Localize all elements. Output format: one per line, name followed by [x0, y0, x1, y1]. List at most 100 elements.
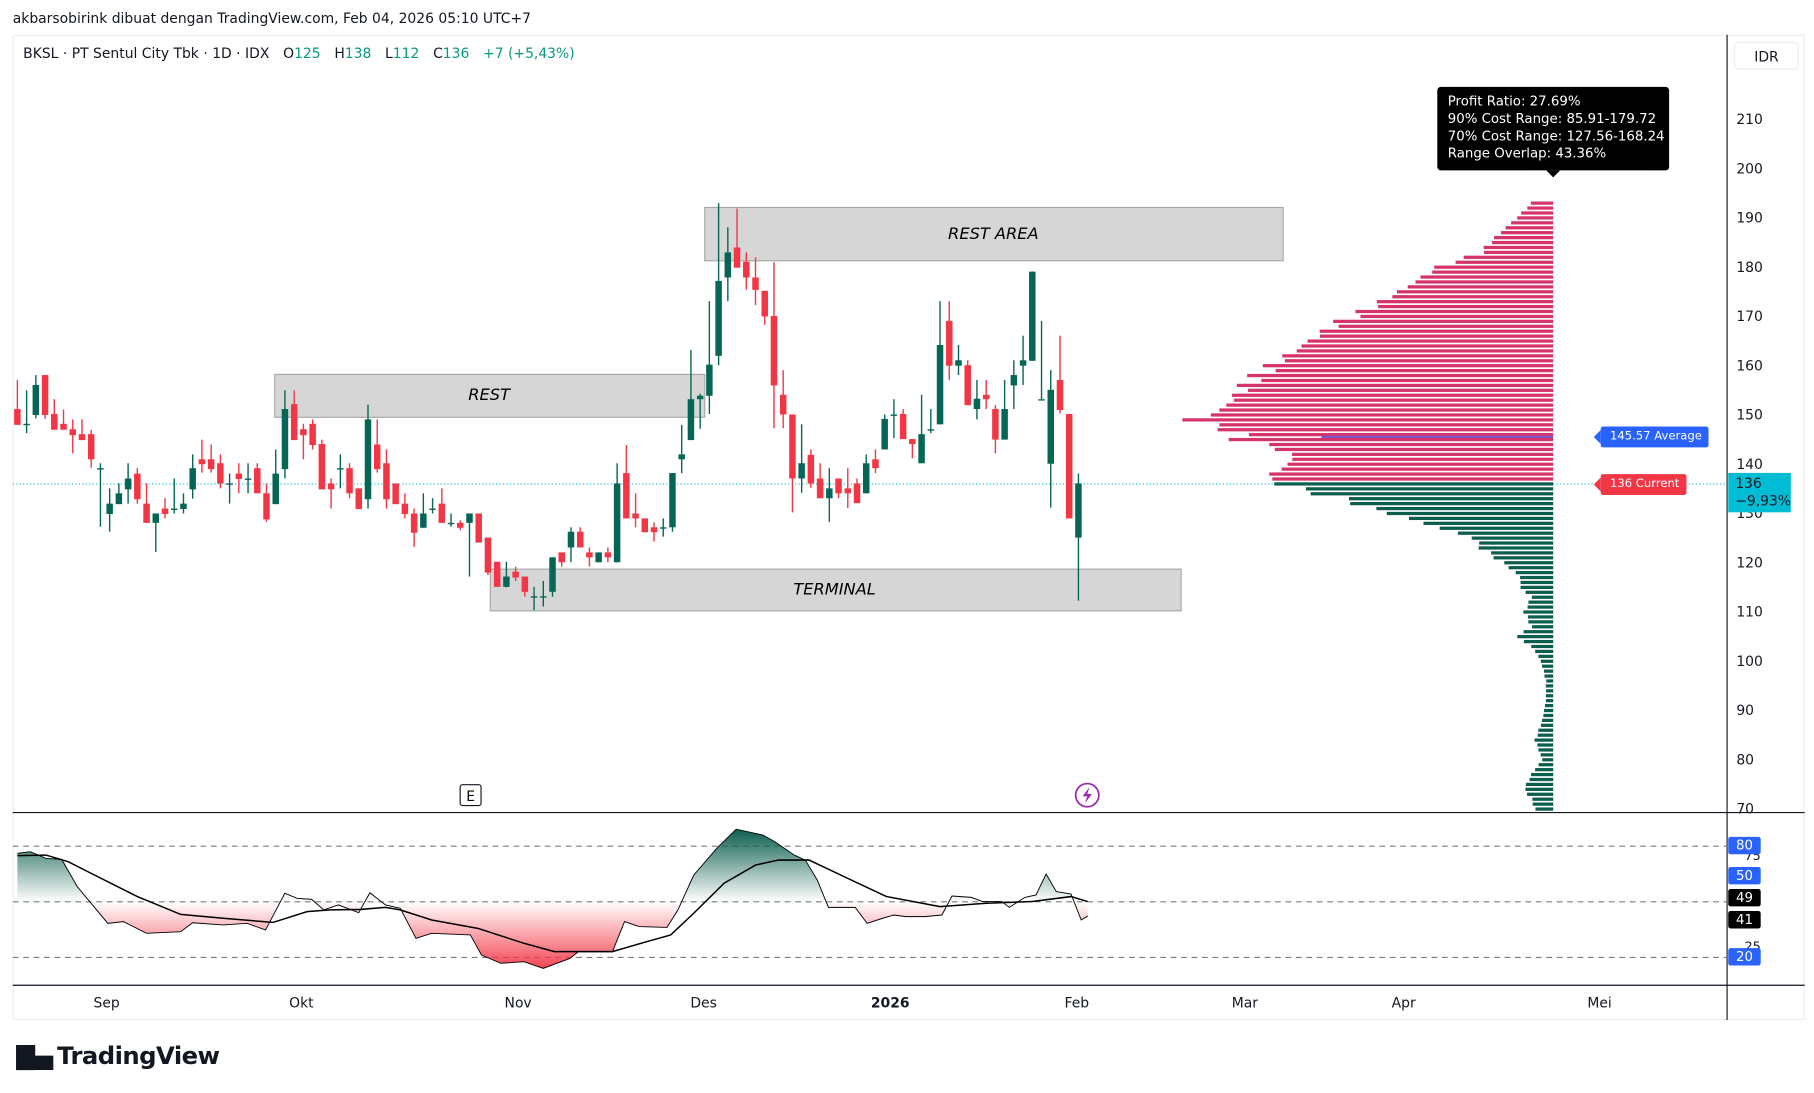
candle	[623, 445, 630, 519]
profile-bar	[1534, 738, 1554, 742]
candle-body	[364, 419, 372, 500]
candle-body	[992, 409, 999, 440]
svg-text:E: E	[466, 789, 475, 805]
symbol-legend[interactable]: BKSL · PT Sentul City Tbk · 1D · IDX O12…	[23, 45, 575, 61]
candle-body	[540, 596, 547, 598]
profile-bar	[1520, 575, 1554, 580]
profile-bar	[1538, 763, 1554, 767]
profile-tooltip: Profit Ratio: 27.69% 90% Cost Range: 85.…	[1437, 86, 1670, 178]
candle	[198, 439, 206, 473]
profile-bar	[1392, 295, 1554, 299]
profile-bar	[1543, 713, 1554, 718]
candle-body	[798, 463, 805, 479]
tradingview-logo[interactable]: ▇▄ TradingView	[16, 1042, 220, 1070]
candle	[549, 557, 556, 597]
profile-bar	[1528, 600, 1554, 604]
candle-body	[1075, 483, 1082, 538]
candle	[604, 547, 612, 563]
candle	[770, 262, 778, 429]
zone-terminal[interactable]: TERMINAL	[489, 568, 1182, 612]
profile-bar	[1319, 329, 1554, 333]
candle-body	[899, 413, 907, 440]
candle	[909, 439, 916, 459]
open-label: O	[283, 45, 295, 62]
profile-bar	[1523, 630, 1554, 634]
candle	[540, 580, 547, 607]
lightning-icon[interactable]	[1074, 782, 1100, 808]
candle-body	[254, 468, 261, 494]
profile-bar	[1219, 423, 1554, 427]
candle	[844, 468, 852, 509]
profile-bar	[1545, 699, 1554, 703]
candle	[512, 566, 519, 581]
candle	[678, 424, 685, 474]
candle	[955, 345, 962, 376]
candle-body	[687, 399, 695, 441]
price-tick: 210	[1736, 112, 1763, 128]
candle-body	[853, 483, 861, 504]
candle	[189, 454, 196, 499]
profile-bar	[1525, 787, 1554, 791]
profile-bar	[1491, 551, 1554, 555]
candle-body	[272, 473, 279, 505]
candle	[503, 561, 510, 588]
candle	[410, 508, 418, 547]
candle-body	[909, 439, 916, 445]
candle-body	[779, 394, 787, 415]
exchange: IDX	[245, 45, 270, 62]
price-tick: 160	[1736, 358, 1763, 374]
zone-terminal-label: TERMINAL	[793, 580, 875, 599]
profile-bar	[1520, 580, 1554, 585]
profile-bar	[1527, 792, 1554, 796]
profile-bar	[1415, 280, 1554, 284]
candle	[807, 449, 815, 488]
candle-body	[761, 290, 768, 317]
candle	[687, 349, 695, 441]
profile-bar	[1301, 344, 1554, 348]
profile-bar	[1511, 221, 1554, 225]
profile-bar	[1338, 324, 1554, 328]
candle-body	[595, 552, 602, 563]
candle	[1001, 379, 1008, 440]
osc-label-20: 20	[1728, 948, 1761, 966]
candle	[161, 498, 169, 519]
candle	[576, 527, 584, 548]
profile-bar	[1523, 610, 1554, 614]
candle-body	[503, 576, 510, 587]
candle-body	[604, 552, 612, 558]
candle-body	[51, 413, 58, 430]
time-axis[interactable]: Sep Okt Nov Des 2026 Feb Mar Apr Mei	[94, 995, 1612, 1011]
candle	[69, 419, 76, 454]
profile-bar	[1272, 477, 1554, 481]
candle	[936, 301, 944, 425]
profile-bar	[1493, 556, 1554, 560]
profile-bar	[1491, 240, 1554, 245]
candle-body	[87, 434, 95, 460]
candle	[826, 468, 833, 522]
candle	[420, 493, 427, 528]
candle	[752, 257, 759, 306]
profile-bar	[1538, 728, 1554, 732]
candle	[318, 439, 326, 490]
candle	[982, 379, 990, 410]
candle-body	[447, 522, 455, 525]
profile-bar	[1319, 334, 1554, 338]
candle-body	[558, 552, 565, 563]
candle	[641, 518, 649, 533]
profile-bar	[1537, 743, 1554, 747]
profile-bar	[1515, 570, 1554, 575]
profile-bar	[1542, 758, 1554, 762]
candle-body	[706, 364, 713, 396]
zone-rest[interactable]: REST	[274, 373, 706, 418]
earnings-marker[interactable]: E	[459, 784, 482, 807]
profile-bar	[1262, 364, 1554, 368]
currency-button[interactable]: IDR	[1734, 41, 1799, 70]
zone-rest-area[interactable]: REST AREA	[704, 206, 1284, 262]
candle	[789, 414, 796, 513]
candle-body	[244, 478, 252, 480]
close-value: 136	[442, 45, 470, 62]
candle	[457, 520, 464, 531]
candle-body	[659, 527, 667, 529]
candle	[1010, 360, 1018, 410]
